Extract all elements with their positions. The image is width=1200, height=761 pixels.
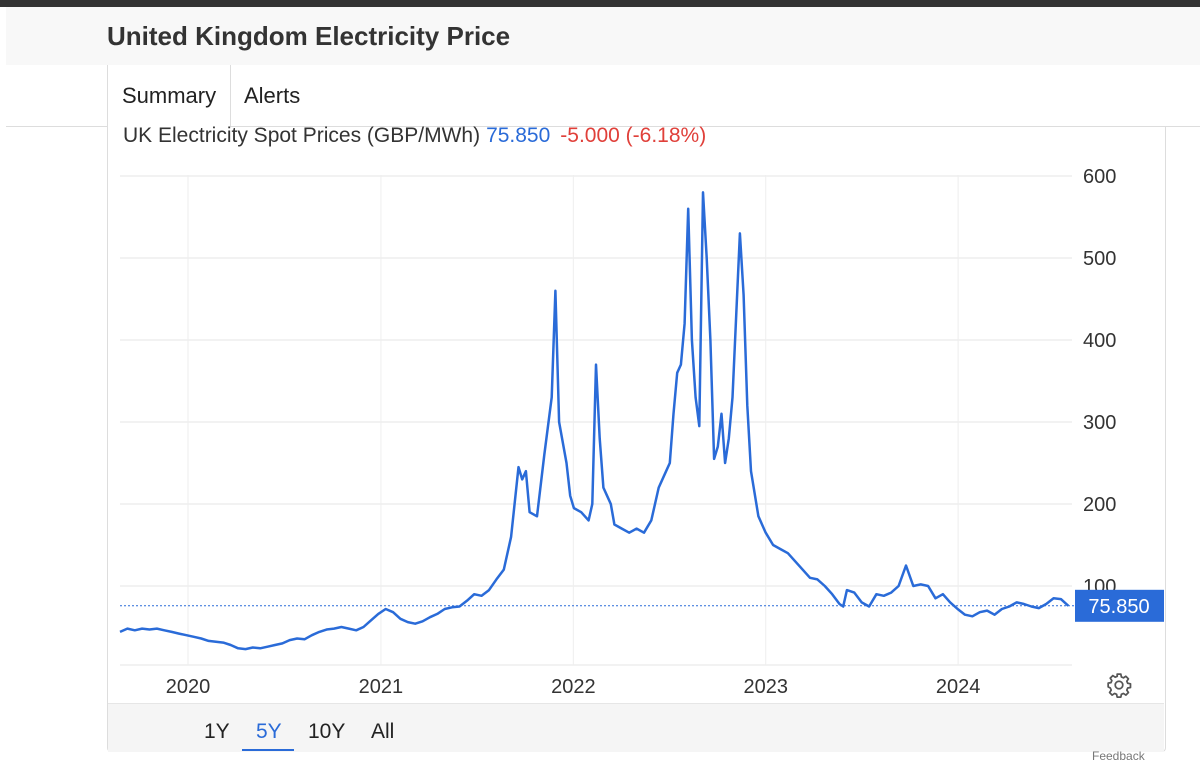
page-title: United Kingdom Electricity Price (107, 21, 511, 51)
range-5y-button[interactable]: 5Y (256, 720, 282, 743)
header (6, 7, 1200, 66)
y-tick-label: 300 (1083, 412, 1116, 434)
active-range-indicator (242, 749, 294, 751)
gear-icon[interactable] (1106, 672, 1132, 698)
tab-summary[interactable]: Summary (107, 65, 232, 127)
tab-bar: Summary Alerts (6, 65, 1200, 127)
series-line (119, 191, 1070, 651)
series-header: UK Electricity Spot Prices (GBP/MWh) 75.8… (123, 124, 706, 148)
y-tick-label: 400 (1083, 330, 1116, 352)
x-tick-label: 2024 (936, 676, 981, 698)
x-tick-label: 2022 (551, 676, 596, 698)
range-all-button[interactable]: All (371, 720, 395, 743)
tab-alerts[interactable]: Alerts (244, 83, 301, 108)
range-10y-button[interactable]: 10Y (308, 720, 346, 743)
range-bar (108, 703, 1164, 752)
top-bar (0, 0, 1200, 7)
last-value-label: 75.850 (1088, 596, 1149, 618)
x-tick-label: 2021 (359, 676, 404, 698)
series-change: -5.000 (-6.18%) (560, 124, 707, 147)
y-tick-label: 200 (1083, 494, 1116, 516)
series-price: 75.850 (486, 124, 551, 147)
range-1y-button[interactable]: 1Y (204, 720, 230, 743)
series-name: UK Electricity Spot Prices (GBP/MWh) (123, 124, 481, 147)
y-tick-label: 600 (1083, 166, 1116, 188)
feedback-link[interactable]: Feedback (1092, 749, 1145, 761)
last-value-box (1075, 589, 1164, 622)
x-tick-label: 2023 (743, 676, 788, 698)
x-tick-label: 2020 (166, 676, 211, 698)
y-tick-label: 500 (1083, 248, 1116, 270)
